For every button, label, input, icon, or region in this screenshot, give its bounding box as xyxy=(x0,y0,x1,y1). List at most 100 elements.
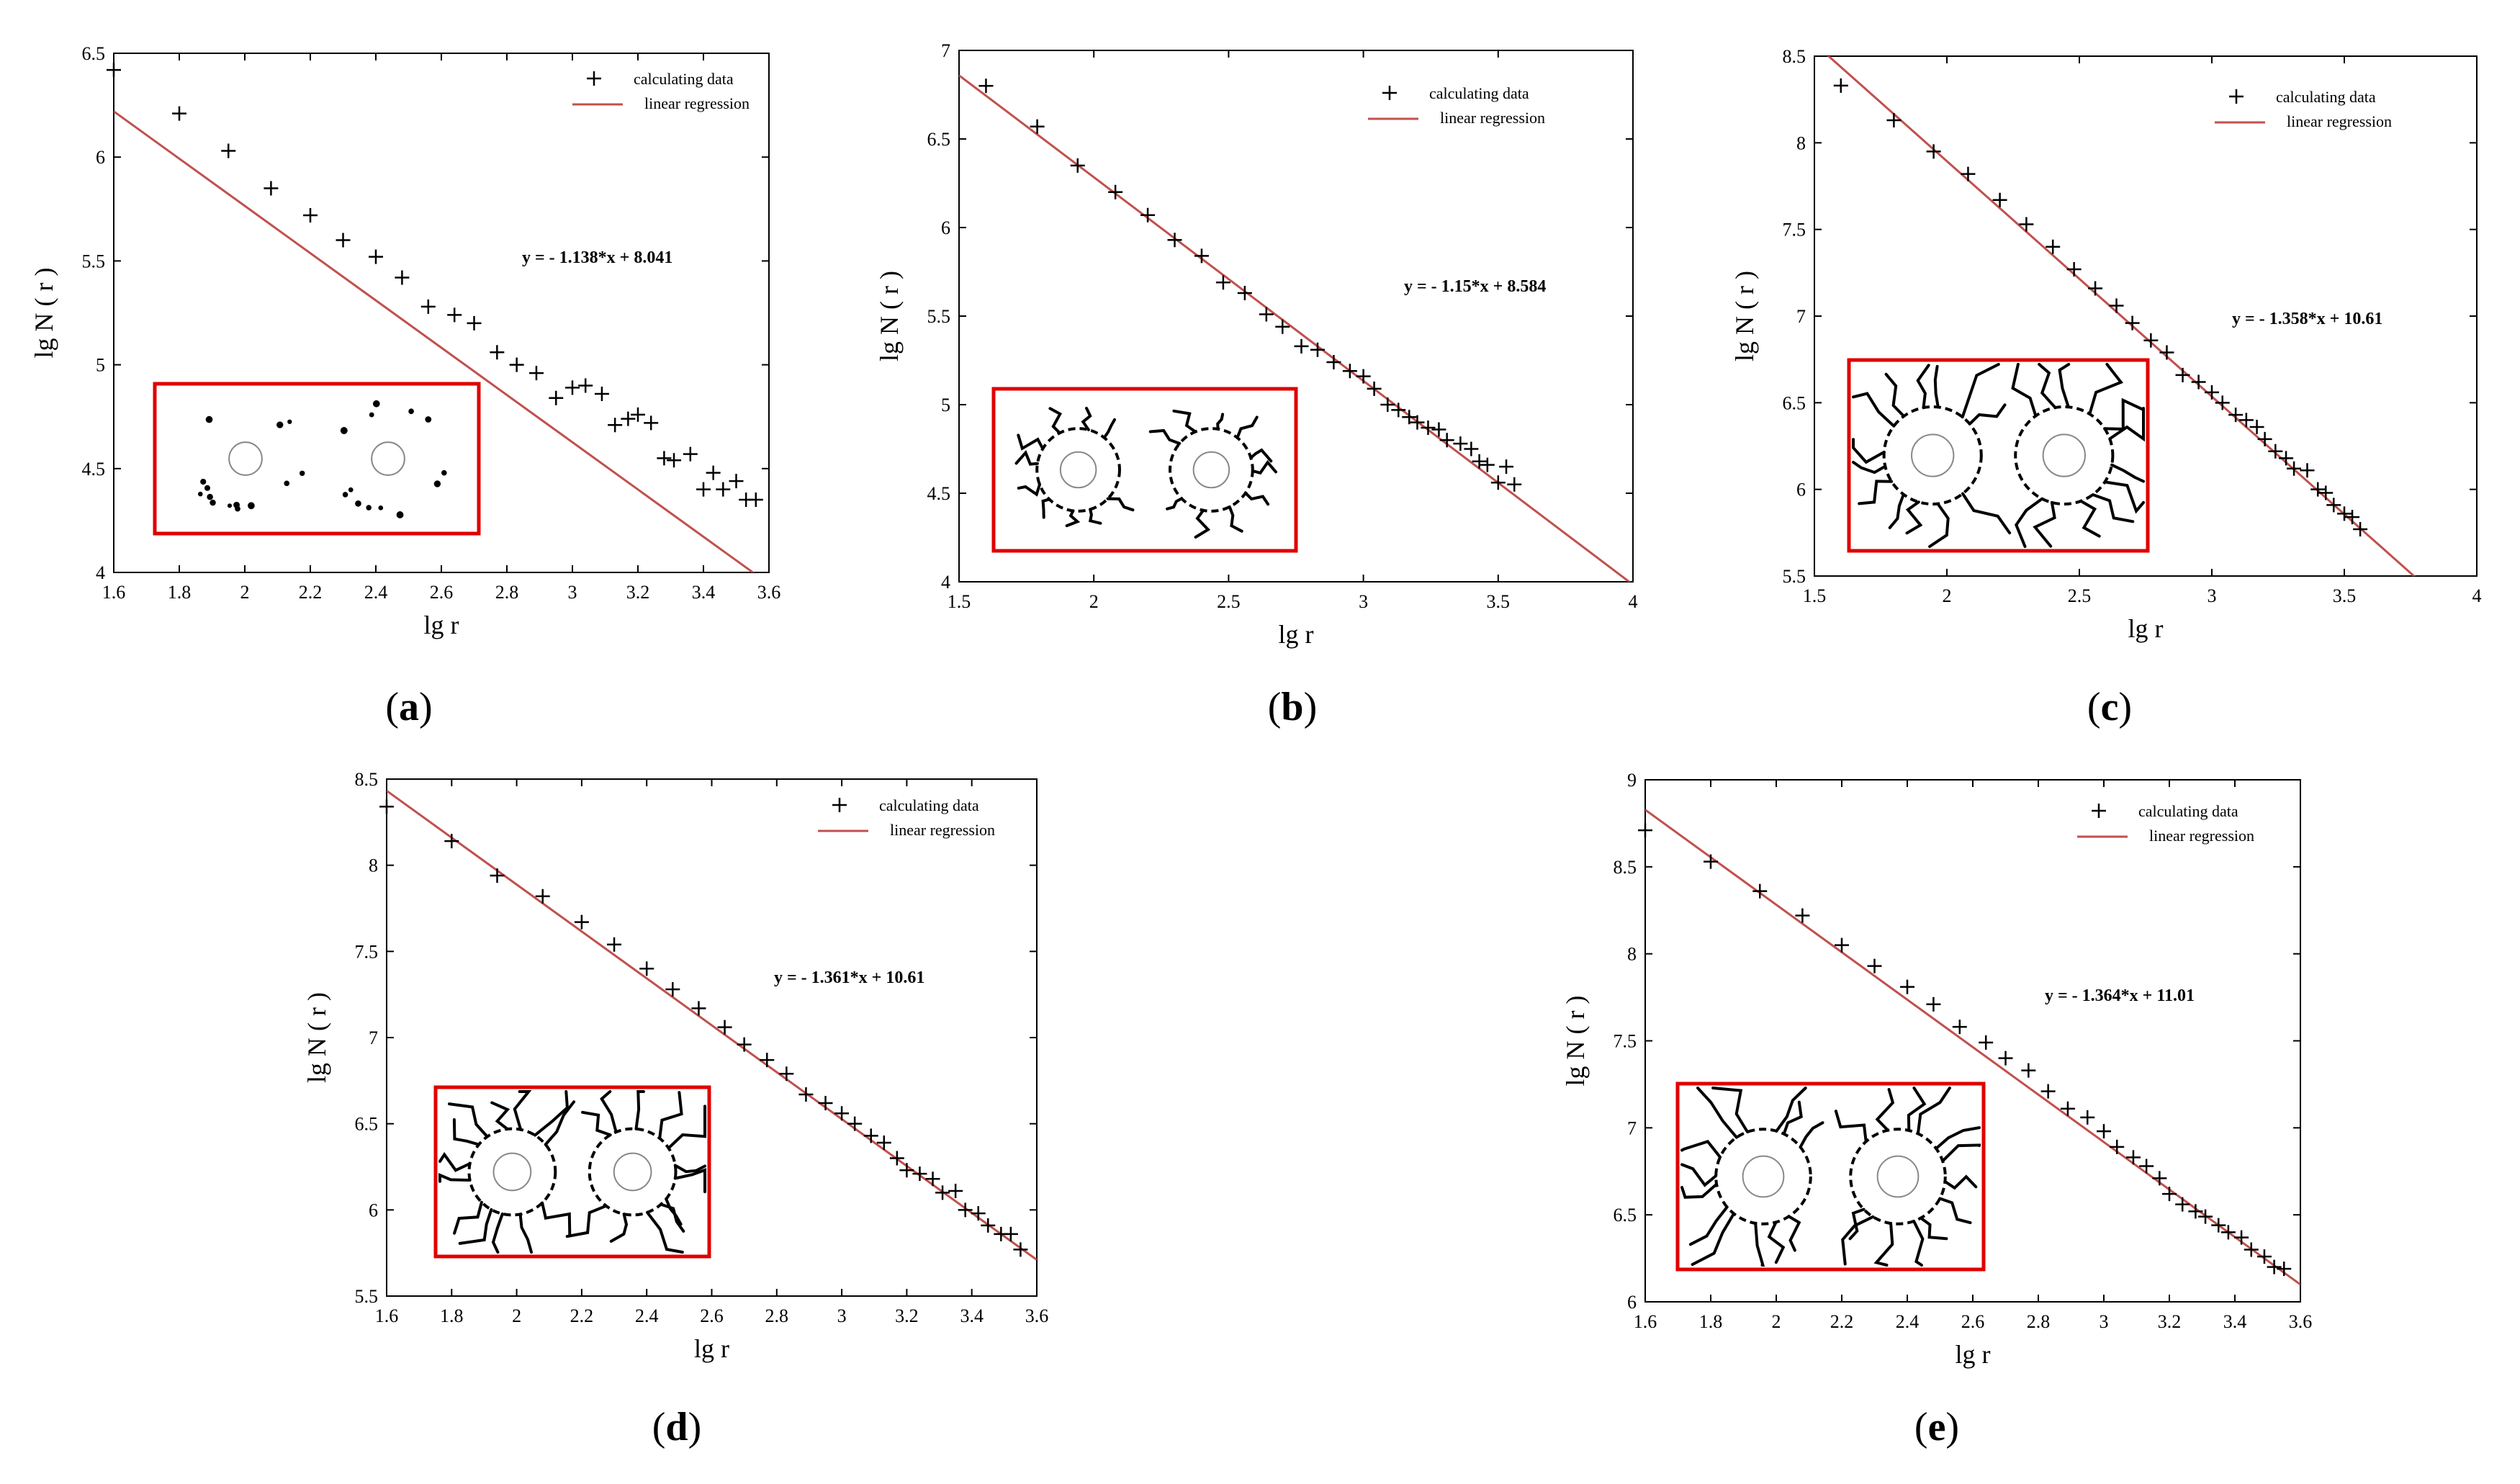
data-point-marker xyxy=(1835,937,1849,953)
data-point-marker xyxy=(978,78,994,94)
y-tick-label: 9 xyxy=(1627,770,1637,791)
inset-crack-pattern xyxy=(198,400,447,518)
legend-label-fit: linear regression xyxy=(644,94,750,112)
data-point-marker xyxy=(1310,342,1325,357)
regression-equation: y = - 1.358*x + 10.61 xyxy=(2232,310,2382,328)
data-point-marker xyxy=(2110,1139,2125,1154)
x-tick-label: 3.5 xyxy=(1487,591,1511,612)
data-point-marker xyxy=(2125,315,2140,330)
data-point-marker xyxy=(2088,281,2103,296)
x-tick-label: 3 xyxy=(1359,591,1368,612)
data-point-marker xyxy=(2279,451,2294,466)
data-point-marker xyxy=(691,1001,706,1016)
data-point-marker xyxy=(303,207,318,222)
x-tick-label: 3 xyxy=(2100,1311,2109,1332)
data-point-marker xyxy=(847,1116,863,1131)
data-point-marker xyxy=(889,1151,904,1166)
x-axis-label: lg r xyxy=(1279,620,1314,649)
legend-marker-data xyxy=(2092,804,2106,818)
regression-line xyxy=(1645,809,2300,1286)
x-tick-label: 3.6 xyxy=(757,582,781,603)
x-tick-label: 4 xyxy=(1629,591,1638,612)
data-point-marker xyxy=(2162,1187,2177,1202)
data-point-marker xyxy=(948,1184,963,1199)
x-tick-label: 1.5 xyxy=(1803,585,1827,606)
x-tick-label: 3.5 xyxy=(2333,585,2357,606)
data-point-marker xyxy=(1342,364,1357,379)
y-tick-label: 7.5 xyxy=(355,941,379,962)
x-tick-label: 3.2 xyxy=(626,582,650,603)
data-point-marker xyxy=(1391,403,1406,418)
data-point-marker xyxy=(1464,441,1479,457)
data-point-marker xyxy=(1030,119,1045,134)
data-point-marker xyxy=(737,1037,752,1052)
chart-panel-c: 1.5 2 2.5 3 3.5 4 5.5 6 6.5 7 7.5 8 8.5 lg r lg N ( r … xyxy=(1730,46,2482,729)
data-point-marker xyxy=(528,366,544,381)
data-point-marker xyxy=(2152,1171,2167,1186)
x-tick-label: 2.8 xyxy=(2027,1311,2051,1332)
data-point-marker xyxy=(2244,1242,2259,1257)
y-tick-label: 6.5 xyxy=(1783,392,1806,413)
data-point-marker xyxy=(1275,319,1290,334)
data-point-marker xyxy=(2220,1225,2236,1240)
x-tick-label: 3.6 xyxy=(2289,1311,2313,1332)
y-tick-label: 5.5 xyxy=(1783,566,1806,587)
y-tick-label: 6 xyxy=(941,217,950,238)
data-point-marker xyxy=(1867,958,1882,973)
data-point-marker xyxy=(717,1020,732,1035)
data-point-marker xyxy=(1439,433,1454,448)
x-tick-label: 2.5 xyxy=(1217,591,1241,612)
x-axis-label: lg r xyxy=(2128,614,2164,643)
data-point-marker xyxy=(1926,997,1941,1012)
x-tick-label: 2.6 xyxy=(700,1305,724,1326)
legend-label-fit: linear regression xyxy=(2149,827,2254,845)
data-point-marker xyxy=(1704,854,1718,869)
legend-label-data: calculating data xyxy=(2276,88,2376,106)
data-point-marker xyxy=(2277,1262,2292,1277)
data-point-marker xyxy=(1480,457,1495,472)
legend: calculating data linear regression xyxy=(2077,802,2254,845)
data-point-marker xyxy=(2188,1204,2203,1219)
data-point-marker xyxy=(981,1218,996,1233)
data-point-marker xyxy=(665,981,680,997)
chart-panel-b: 1.5 2 2.5 3 3.5 4 4 4.5 5 5.5 6 6.5 7 lg r lg N ( r ) c… xyxy=(875,40,1638,729)
data-point-marker xyxy=(2228,408,2244,423)
data-point-marker xyxy=(1237,286,1252,301)
chart-panel-e: 1.6 1.8 2 2.2 2.4 2.6 2.8 3 3.2 3.4 3.6 6 6.5 7 7.5 8 8.… xyxy=(1561,770,2312,1449)
y-tick-label: 8.5 xyxy=(1614,857,1637,878)
data-point-marker xyxy=(912,1166,927,1182)
data-point-marker xyxy=(1421,420,1436,435)
data-point-marker xyxy=(2080,1110,2095,1125)
y-tick-label: 6.5 xyxy=(927,129,951,150)
data-point-marker xyxy=(2257,431,2272,446)
data-point-marker xyxy=(2215,395,2230,410)
data-point-marker xyxy=(1070,158,1085,173)
data-point-marker xyxy=(2249,420,2264,435)
x-tick-label: 2.8 xyxy=(495,582,519,603)
data-point-marker xyxy=(683,446,698,462)
y-tick-label: 7.5 xyxy=(1783,220,1806,240)
data-point-marker xyxy=(379,799,394,814)
y-tick-label: 5 xyxy=(941,395,950,415)
legend-label-fit: linear regression xyxy=(890,821,995,839)
data-point-marker xyxy=(1410,415,1425,430)
data-point-marker xyxy=(1961,166,1976,181)
data-point-marker xyxy=(696,482,711,497)
data-point-marker xyxy=(1380,397,1395,412)
data-point-marker xyxy=(2267,1259,2282,1274)
data-point-marker xyxy=(1926,144,1941,159)
data-point-marker xyxy=(1900,979,1914,994)
data-point-marker xyxy=(2318,485,2334,500)
data-point-marker xyxy=(2060,1101,2075,1116)
inset-image-frame xyxy=(433,1085,711,1259)
data-point-marker xyxy=(621,411,636,426)
data-point-marker xyxy=(2046,239,2061,254)
x-tick-label: 3.6 xyxy=(1025,1305,1049,1326)
data-point-marker xyxy=(578,378,593,393)
y-tick-label: 5.5 xyxy=(82,251,106,271)
data-point-marker xyxy=(1167,233,1182,248)
legend-label-data: calculating data xyxy=(1429,84,1529,102)
y-tick-label: 7.5 xyxy=(1614,1031,1637,1052)
data-point-marker xyxy=(2198,1209,2213,1224)
legend-marker-data xyxy=(2229,89,2244,104)
